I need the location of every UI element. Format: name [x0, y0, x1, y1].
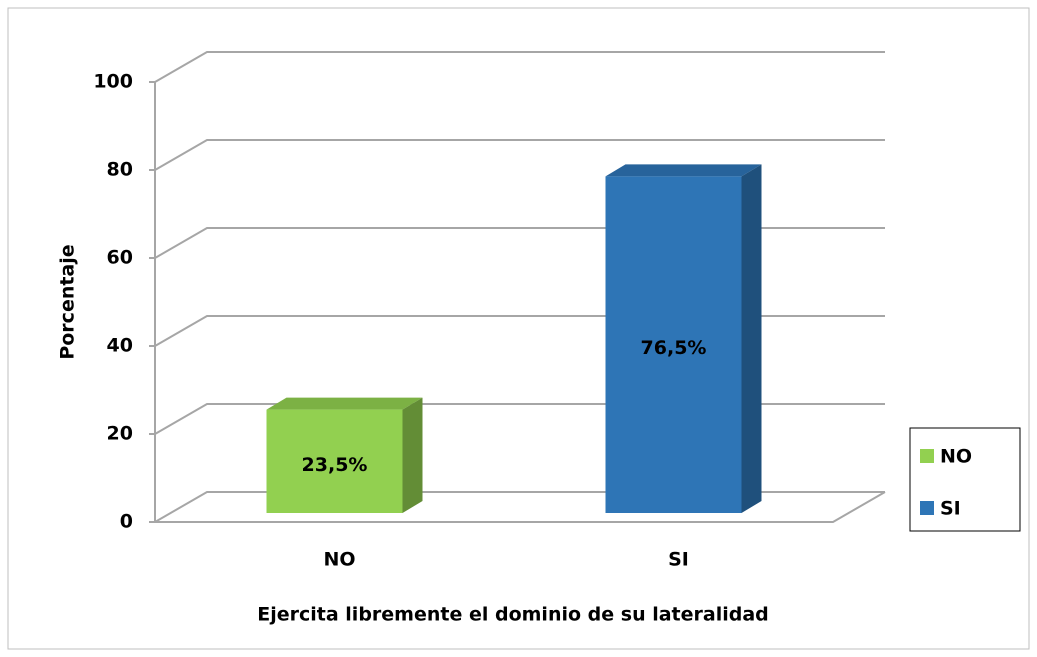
- legend-label: SI: [940, 498, 961, 520]
- grid-line: [154, 51, 885, 83]
- bar-front: [266, 409, 403, 513]
- bar-top: [266, 397, 423, 410]
- bar: [266, 397, 423, 513]
- bar-side: [741, 164, 762, 513]
- legend-box: [909, 427, 1021, 532]
- legend-swatch: [920, 449, 934, 463]
- y-tick-label: 0: [120, 511, 133, 533]
- x-tick-label: NO: [323, 549, 355, 571]
- y-tick-label: 40: [107, 335, 133, 357]
- value-label: 76,5%: [641, 337, 707, 359]
- value-label: 23,5%: [302, 454, 368, 476]
- bar: [605, 164, 762, 513]
- bar-top: [605, 164, 762, 177]
- bar-front: [605, 176, 742, 513]
- x-axis-label: Ejercita libremente el dominio de su lat…: [257, 604, 769, 626]
- x-tick-label: SI: [668, 549, 689, 571]
- grid-line: [154, 139, 885, 171]
- bar-side: [402, 397, 423, 513]
- y-tick-label: 20: [107, 423, 133, 445]
- y-axis-label: Porcentaje: [57, 244, 79, 359]
- legend-label: NO: [940, 446, 972, 468]
- y-tick-label: 80: [107, 159, 133, 181]
- floor: [155, 491, 886, 523]
- y-tick-label: 100: [93, 71, 133, 93]
- y-tick-label: 60: [107, 247, 133, 269]
- chart-border: [7, 7, 1030, 650]
- legend-swatch: [920, 501, 934, 515]
